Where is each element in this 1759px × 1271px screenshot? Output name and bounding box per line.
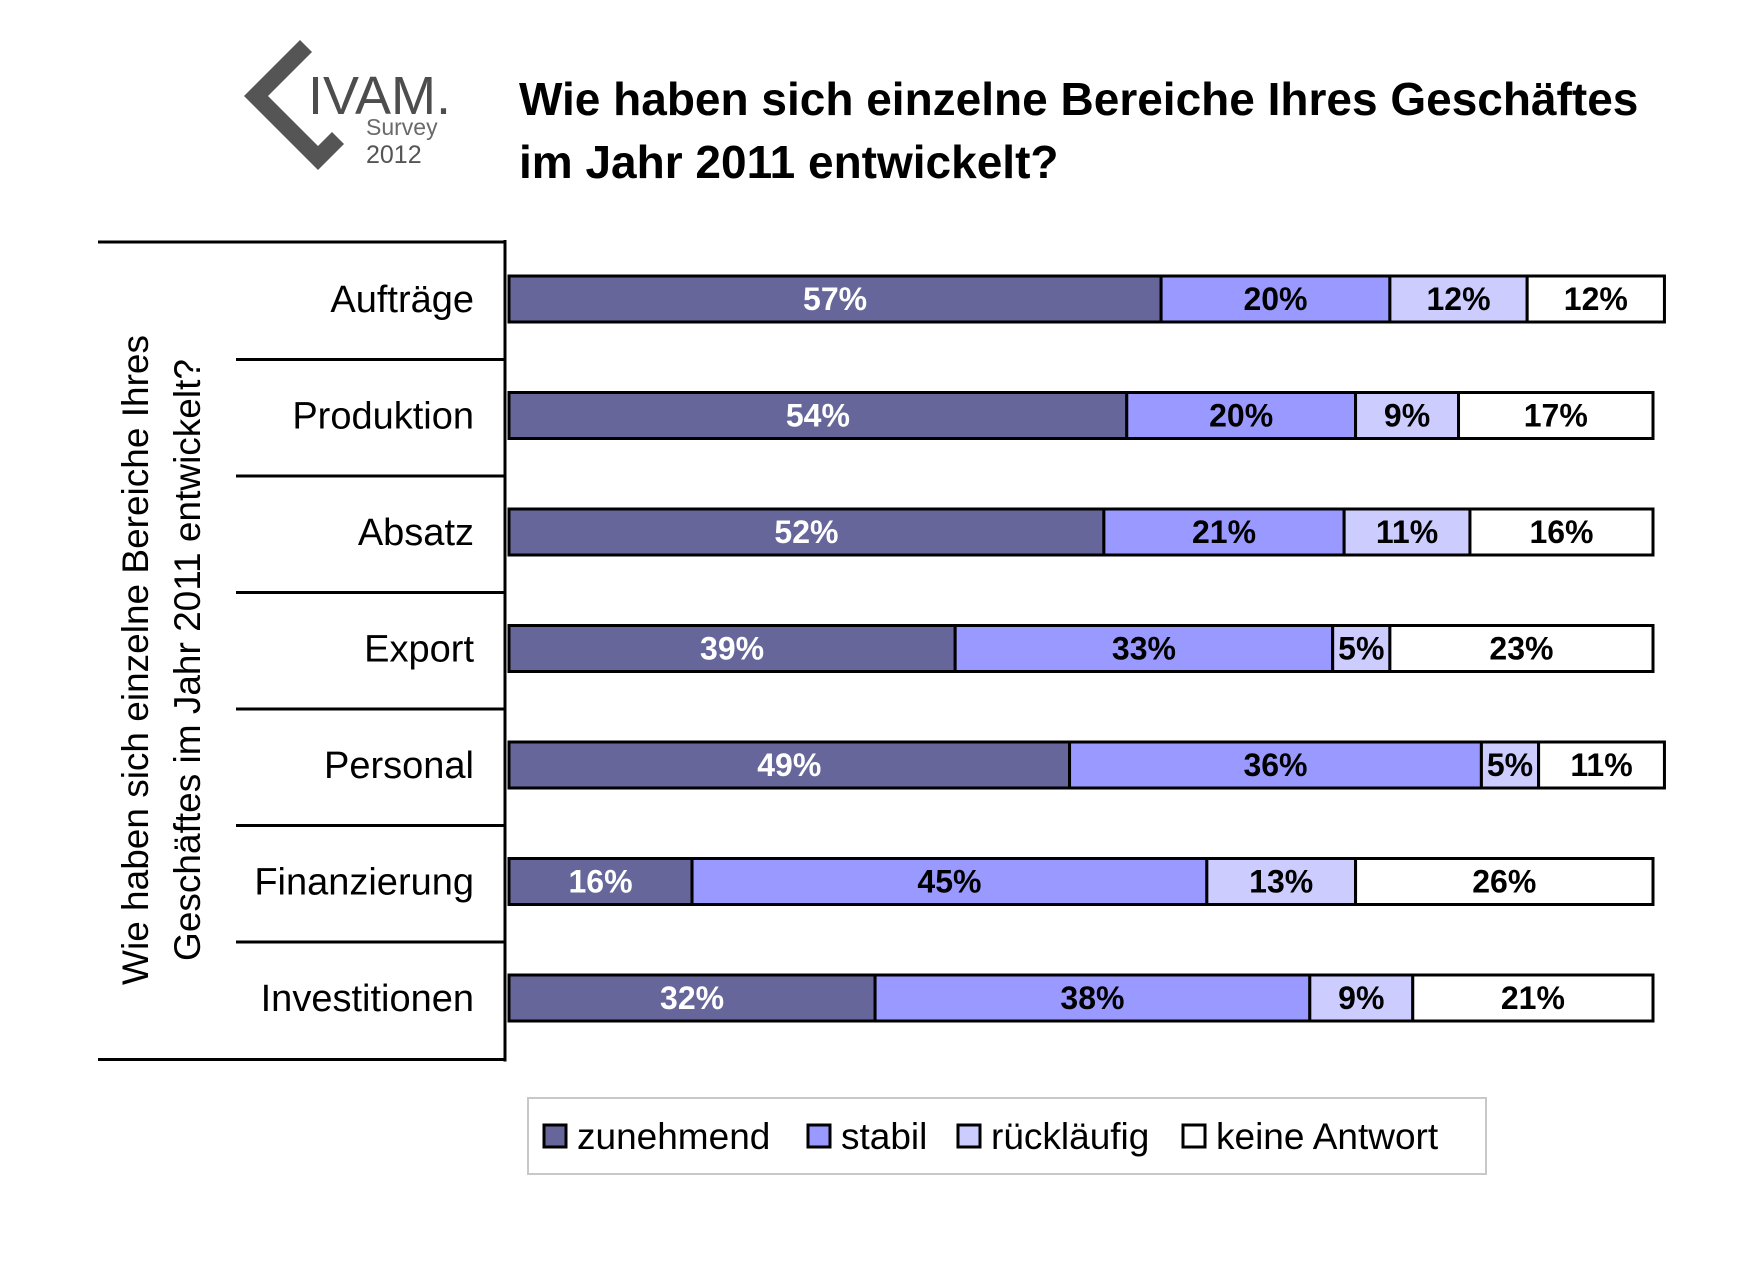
bar-produktion-rucklaufig [1354, 391, 1461, 440]
bar-personal-stabil [1068, 740, 1483, 790]
bar-export-zunehmend [507, 624, 957, 673]
data-label-personal-stabil: 36% [1243, 747, 1307, 783]
data-label-export-keine-antwort: 23% [1489, 631, 1553, 667]
data-label-auftrage-zunehmend: 57% [803, 281, 867, 317]
legend-swatch-rucklaufig [956, 1123, 982, 1149]
bar-finanzierung-zunehmend [507, 857, 694, 906]
category-axis-frame [98, 240, 507, 1062]
logo-year: 2012 [366, 141, 422, 169]
y-axis-title: Wie haben sich einzelne Bereiche Ihres G… [115, 335, 208, 985]
bar-export-stabil [953, 624, 1335, 673]
bar-produktion-stabil [1125, 391, 1358, 440]
data-label-personal-rucklaufig: 5% [1487, 747, 1533, 783]
bar-investitionen-zunehmend [507, 973, 877, 1023]
logo-name: IVAM. [308, 66, 451, 126]
category-label-investitionen: Investitionen [261, 978, 474, 1020]
bar-finanzierung-stabil [690, 857, 1209, 906]
category-label-finanzierung: Finanzierung [254, 862, 474, 904]
data-label-absatz-keine-antwort: 16% [1529, 514, 1593, 550]
y-axis-title-line-1: Wie haben sich einzelne Bereiche Ihres [115, 335, 156, 985]
legend: zunehmend stabil rückläufig keine Antwort [527, 1097, 1487, 1175]
bar-export-rucklaufig [1331, 624, 1392, 673]
bar-produktion-zunehmend [507, 391, 1129, 440]
data-label-auftrage-rucklaufig: 12% [1426, 281, 1490, 317]
logo-survey: Survey [366, 114, 438, 140]
data-label-finanzierung-rucklaufig: 13% [1249, 864, 1313, 900]
bar-finanzierung-keine-antwort [1354, 857, 1655, 906]
category-label-export: Export [364, 629, 474, 671]
bar-produktion-keine-antwort [1457, 391, 1655, 440]
legend-box [527, 1097, 1487, 1175]
data-label-finanzierung-keine-antwort: 26% [1472, 864, 1536, 900]
data-label-absatz-stabil: 21% [1192, 514, 1256, 550]
data-label-export-zunehmend: 39% [700, 631, 764, 667]
data-label-auftrage-keine-antwort: 12% [1564, 281, 1628, 317]
data-label-produktion-keine-antwort: 17% [1524, 398, 1588, 434]
data-label-finanzierung-zunehmend: 16% [568, 864, 632, 900]
category-label-absatz: Absatz [358, 512, 474, 554]
y-axis-title-line-2: Geschäftes im Jahr 2011 entwickelt? [167, 359, 208, 961]
bar-personal-keine-antwort [1537, 740, 1666, 790]
category-label-auftrage: Aufträge [330, 279, 474, 321]
data-label-produktion-rucklaufig: 9% [1384, 398, 1430, 434]
bar-finanzierung-rucklaufig [1205, 857, 1358, 906]
data-label-auftrage-stabil: 20% [1243, 281, 1307, 317]
legend-label-zunehmend: zunehmend [577, 1116, 770, 1157]
data-label-investitionen-stabil: 38% [1060, 980, 1124, 1016]
legend-swatch-stabil [806, 1123, 832, 1149]
data-label-export-rucklaufig: 5% [1338, 631, 1384, 667]
legend-label-rucklaufig: rückläufig [991, 1116, 1149, 1157]
bar-investitionen-keine-antwort [1411, 973, 1655, 1023]
bar-export-keine-antwort [1388, 624, 1655, 673]
legend-label-stabil: stabil [841, 1116, 927, 1157]
bar-segments [507, 274, 1666, 1023]
data-label-finanzierung-stabil: 45% [917, 864, 981, 900]
ivam-logo: IVAM. Survey 2012 [244, 40, 451, 170]
logo-diamond-mark [244, 40, 344, 170]
bar-personal-rucklaufig [1479, 740, 1541, 790]
data-label-absatz-rucklaufig: 11% [1376, 514, 1438, 550]
legend-swatch-zunehmend [542, 1123, 568, 1149]
data-label-investitionen-rucklaufig: 9% [1338, 980, 1384, 1016]
bar-auftrage-keine-antwort [1525, 274, 1666, 324]
data-label-personal-keine-antwort: 11% [1570, 747, 1632, 783]
chart-title-line-2: im Jahr 2011 entwickelt? [519, 136, 1059, 188]
bar-personal-zunehmend [507, 740, 1072, 790]
bar-absatz-rucklaufig [1342, 507, 1472, 557]
data-label-absatz-zunehmend: 52% [774, 514, 838, 550]
bar-auftrage-zunehmend [507, 274, 1163, 324]
category-labels: Aufträge Produktion Absatz Export Personal Fi… [254, 279, 474, 1020]
bar-absatz-keine-antwort [1468, 507, 1655, 557]
data-label-export-stabil: 33% [1112, 631, 1176, 667]
data-label-produktion-stabil: 20% [1209, 398, 1273, 434]
category-label-produktion: Produktion [292, 396, 474, 438]
legend-swatch-keine-antwort [1181, 1123, 1207, 1149]
bar-investitionen-stabil [873, 973, 1312, 1023]
chart-title-line-1: Wie haben sich einzelne Bereiche Ihres G… [519, 73, 1638, 125]
data-label-investitionen-keine-antwort: 21% [1501, 980, 1565, 1016]
bar-absatz-stabil [1102, 507, 1346, 557]
data-label-personal-zunehmend: 49% [757, 747, 821, 783]
data-label-investitionen-zunehmend: 32% [660, 980, 724, 1016]
legend-label-keine-antwort: keine Antwort [1216, 1116, 1439, 1157]
category-label-personal: Personal [324, 745, 474, 787]
data-label-produktion-zunehmend: 54% [786, 398, 850, 434]
data-labels: 57% 20% 12% 12% 54% 20% 9% 17% 52% 21% 11% 16% 39% 33… [568, 281, 1632, 1016]
